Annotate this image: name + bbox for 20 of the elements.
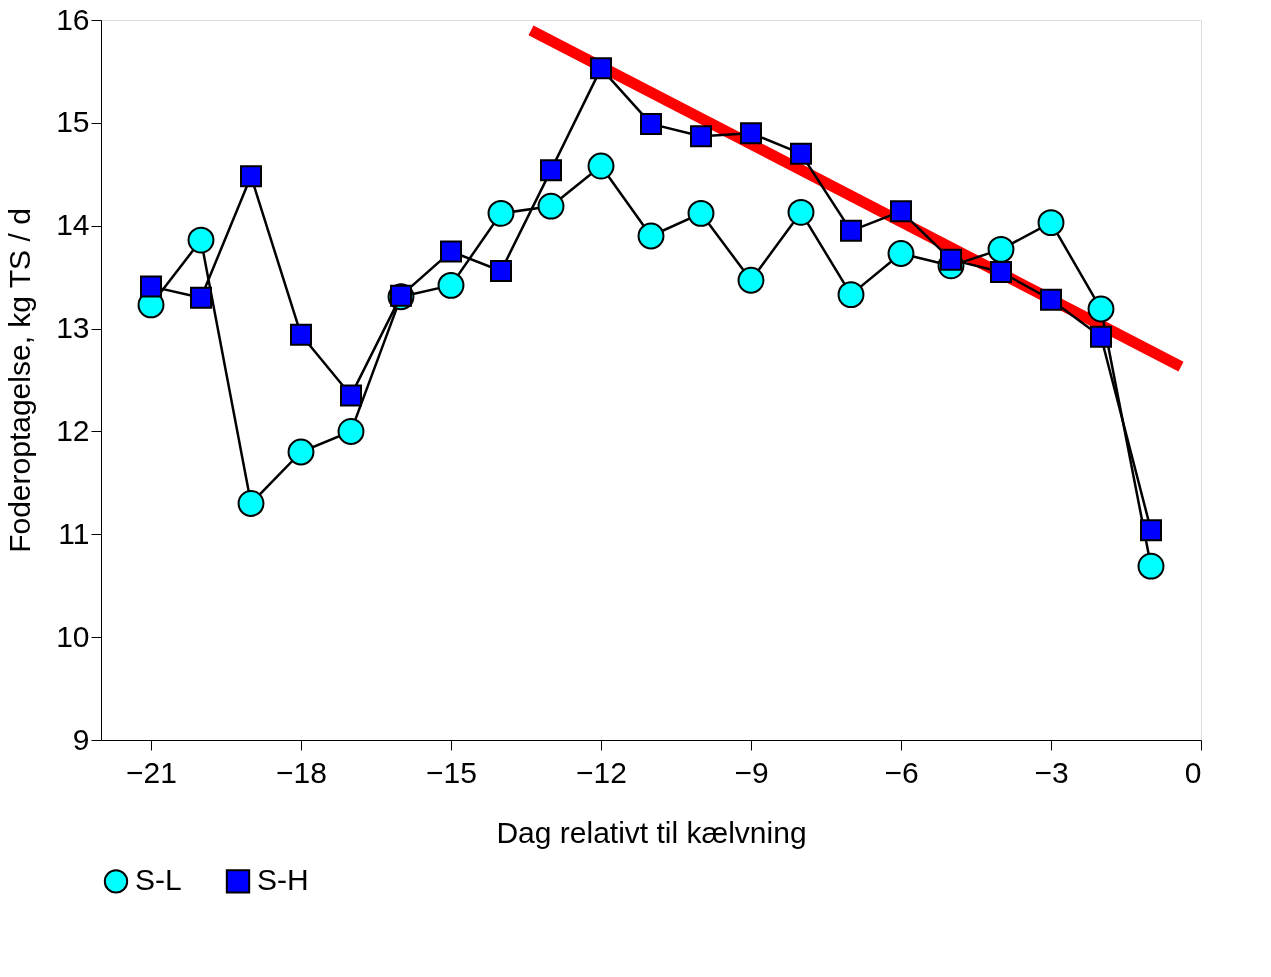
x-tick-label: −6 <box>884 755 919 789</box>
x-axis-title: Dag relativt til kælvning <box>496 815 807 849</box>
y-tick-label: 16 <box>56 2 90 36</box>
y-tick-label: 10 <box>56 619 90 653</box>
x-tick-label: 0 <box>1184 755 1202 789</box>
y-tick-label: 14 <box>56 208 90 242</box>
y-axis-title: Foderoptagelse, kg TS / d <box>3 208 37 553</box>
x-tick-label: −21 <box>126 755 177 789</box>
x-tick-label: −3 <box>1034 755 1069 789</box>
y-tick-label: 9 <box>72 722 90 756</box>
y-tick-label: 12 <box>56 413 90 447</box>
legend-label: S-H <box>257 863 309 897</box>
y-tick-label: 15 <box>56 105 90 139</box>
legend-label: S-L <box>135 863 182 897</box>
y-tick-label: 13 <box>56 311 90 345</box>
x-tick-label: −15 <box>426 755 477 789</box>
x-tick-label: −12 <box>576 755 627 789</box>
x-tick-label: −18 <box>276 755 327 789</box>
x-tick-label: −9 <box>734 755 769 789</box>
y-tick-label: 11 <box>58 516 90 550</box>
